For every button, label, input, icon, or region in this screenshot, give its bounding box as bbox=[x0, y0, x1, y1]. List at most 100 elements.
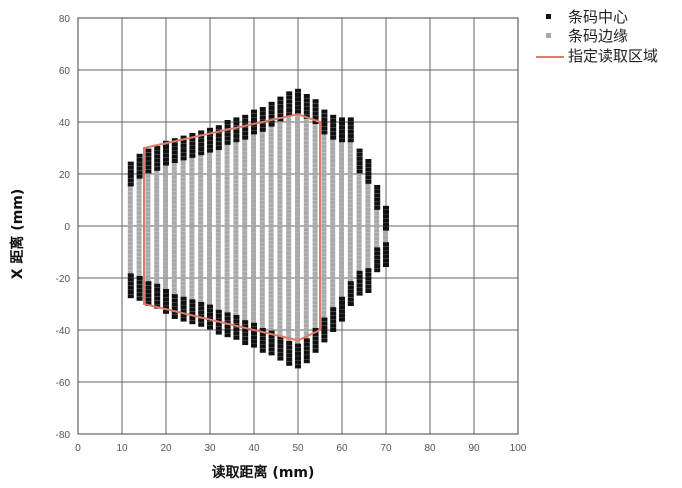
edge-point bbox=[330, 196, 336, 201]
edge-point bbox=[356, 205, 362, 210]
center-point bbox=[224, 136, 231, 141]
edge-point bbox=[295, 324, 300, 329]
edge-point bbox=[277, 225, 283, 230]
edge-point bbox=[224, 276, 230, 281]
edge-point bbox=[321, 240, 327, 245]
edge-point bbox=[180, 215, 186, 220]
edge-point bbox=[224, 168, 230, 173]
edge-point bbox=[163, 269, 168, 274]
edge-point bbox=[268, 232, 274, 237]
edge-point bbox=[330, 175, 336, 180]
edge-point bbox=[277, 125, 283, 130]
center-point bbox=[224, 120, 231, 124]
center-point bbox=[374, 193, 381, 198]
center-point bbox=[215, 326, 222, 331]
edge-point bbox=[233, 274, 239, 279]
edge-point bbox=[233, 287, 239, 292]
edge-point bbox=[251, 207, 256, 212]
edge-point bbox=[224, 272, 230, 277]
edge-point bbox=[189, 276, 195, 280]
edge-point bbox=[347, 162, 353, 167]
edge-point bbox=[339, 177, 344, 182]
center-point bbox=[171, 150, 178, 155]
edge-point bbox=[295, 212, 300, 217]
center-point bbox=[295, 97, 301, 102]
edge-point bbox=[251, 232, 256, 237]
x-tick-labels: 0 10 20 30 40 50 60 70 80 90 100 bbox=[75, 443, 527, 454]
center-point bbox=[136, 292, 143, 297]
center-point bbox=[224, 312, 231, 317]
edge-point bbox=[321, 227, 327, 232]
edge-point bbox=[339, 223, 344, 228]
edge-point bbox=[312, 238, 318, 243]
edge-point bbox=[365, 194, 371, 199]
edge-point bbox=[330, 296, 336, 301]
edge-point bbox=[242, 188, 248, 193]
center-point bbox=[268, 338, 275, 343]
edge-point bbox=[251, 170, 256, 175]
x-tick-label: 10 bbox=[116, 443, 128, 454]
edge-point bbox=[171, 279, 177, 284]
center-point bbox=[127, 294, 134, 299]
edge-point bbox=[215, 303, 221, 308]
edge-point bbox=[295, 187, 300, 192]
edge-points-layer bbox=[127, 112, 388, 345]
edge-point bbox=[303, 119, 309, 124]
edge-point bbox=[251, 303, 256, 308]
edge-point bbox=[374, 244, 380, 249]
edge-point bbox=[277, 233, 283, 238]
center-point bbox=[259, 328, 266, 332]
center-point bbox=[303, 342, 310, 347]
edge-point bbox=[154, 227, 160, 232]
edge-point bbox=[259, 225, 265, 230]
center-point bbox=[136, 153, 143, 158]
center-point bbox=[356, 270, 363, 275]
edge-point bbox=[198, 199, 204, 204]
edge-point bbox=[365, 190, 371, 195]
edge-point bbox=[136, 252, 142, 257]
edge-point bbox=[312, 242, 318, 247]
edge-point bbox=[224, 259, 230, 264]
edge-point bbox=[233, 237, 239, 242]
center-point bbox=[383, 226, 389, 231]
edge-point bbox=[215, 286, 221, 291]
center-point bbox=[136, 288, 143, 293]
edge-point bbox=[215, 194, 221, 199]
center-point bbox=[127, 182, 134, 187]
edge-point bbox=[303, 265, 309, 270]
edge-point bbox=[303, 315, 309, 319]
edge-point bbox=[330, 204, 336, 209]
center-point bbox=[330, 315, 337, 320]
edge-point bbox=[242, 284, 248, 289]
center-point bbox=[251, 326, 257, 331]
center-point bbox=[339, 313, 345, 318]
edge-point bbox=[330, 229, 336, 234]
center-point bbox=[374, 264, 381, 269]
edge-point bbox=[268, 194, 274, 199]
center-point bbox=[233, 327, 240, 332]
center-point bbox=[356, 148, 363, 153]
edge-point bbox=[207, 214, 212, 219]
center-point bbox=[286, 112, 293, 117]
edge-point bbox=[286, 325, 292, 330]
edge-point bbox=[286, 134, 292, 139]
edge-point bbox=[163, 265, 168, 270]
edge-point bbox=[251, 270, 256, 275]
edge-point bbox=[171, 229, 177, 234]
edge-point bbox=[277, 166, 283, 171]
edge-point bbox=[330, 171, 336, 176]
edge-point bbox=[207, 293, 212, 298]
edge-point bbox=[339, 148, 344, 153]
edge-point bbox=[339, 190, 344, 195]
edge-point bbox=[224, 251, 230, 256]
edge-point bbox=[374, 211, 380, 216]
center-point bbox=[198, 302, 205, 306]
edge-point bbox=[286, 309, 292, 314]
edge-point bbox=[136, 231, 142, 236]
center-point bbox=[242, 320, 249, 325]
center-point bbox=[171, 302, 178, 307]
edge-point bbox=[136, 235, 142, 240]
center-point bbox=[347, 302, 354, 306]
edge-point bbox=[207, 210, 212, 215]
edge-point bbox=[277, 324, 283, 329]
